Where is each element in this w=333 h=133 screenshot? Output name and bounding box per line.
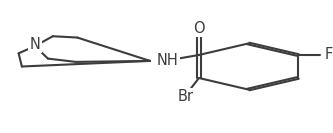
Text: Br: Br bbox=[178, 89, 194, 104]
Text: N: N bbox=[29, 37, 40, 52]
Text: O: O bbox=[193, 20, 205, 36]
Text: F: F bbox=[324, 47, 333, 63]
Text: NH: NH bbox=[157, 53, 179, 68]
